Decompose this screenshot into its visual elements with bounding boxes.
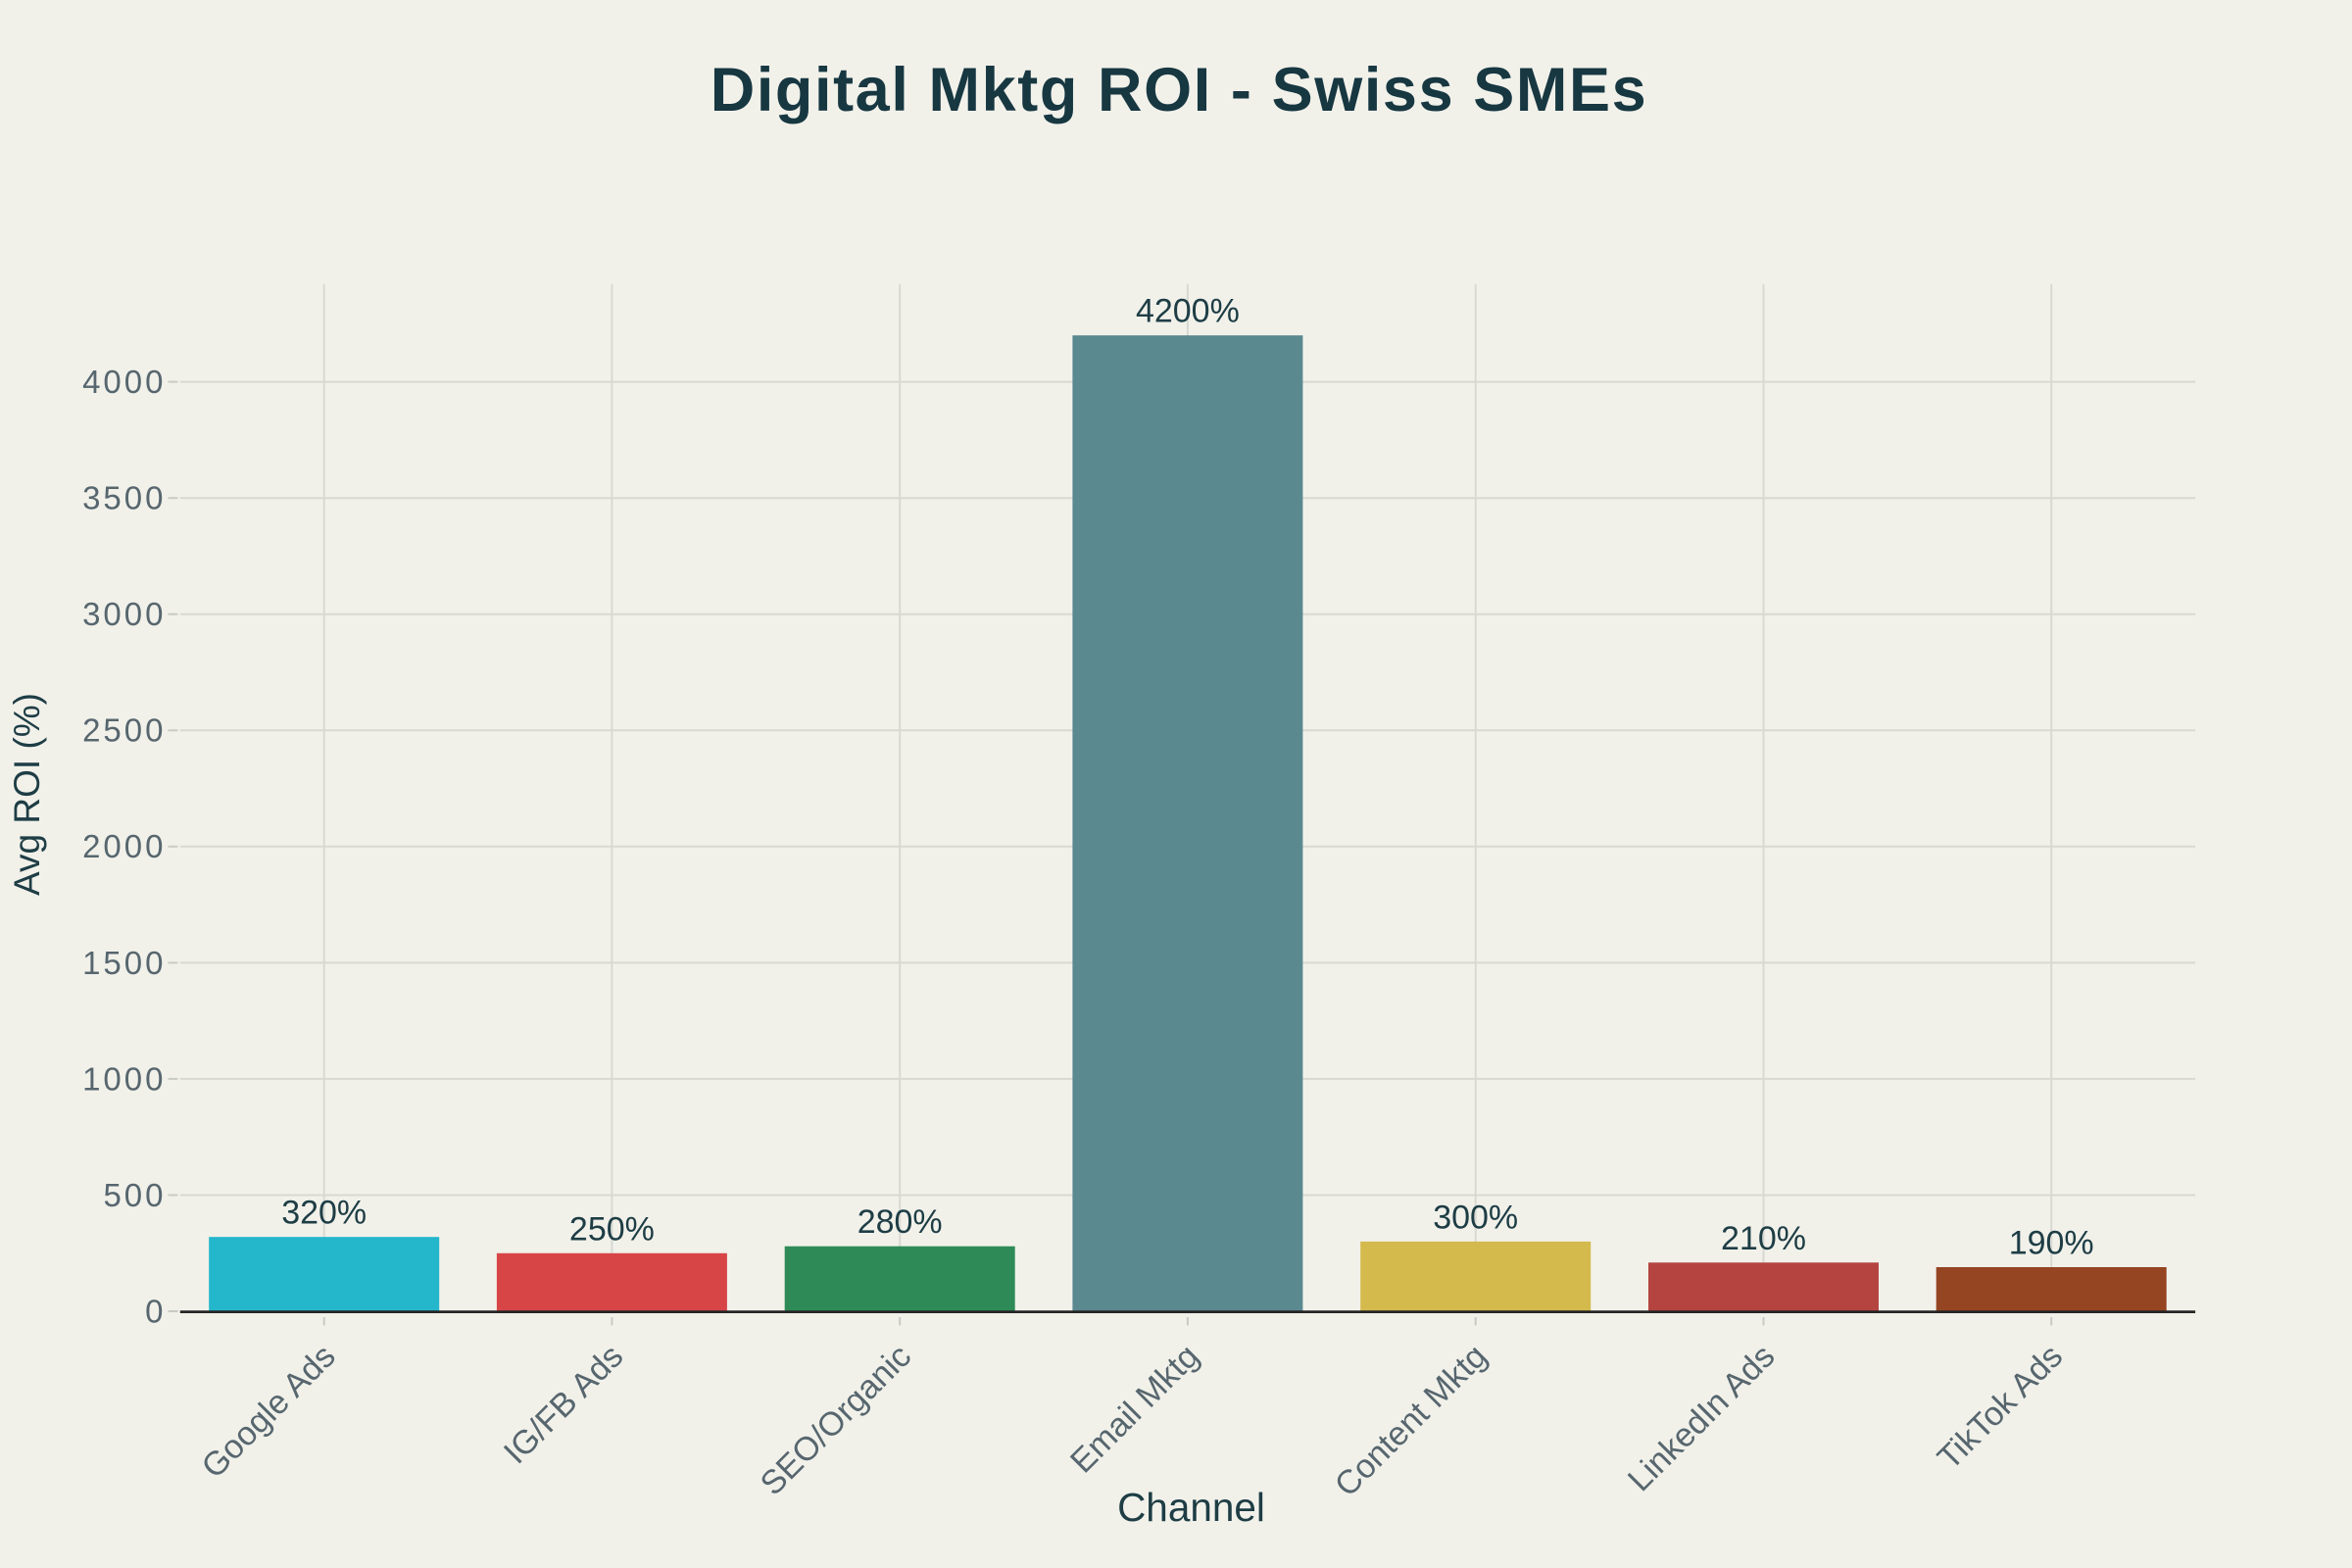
svg-text:2500: 2500 bbox=[82, 712, 166, 749]
svg-text:0: 0 bbox=[145, 1294, 166, 1330]
svg-text:1500: 1500 bbox=[82, 945, 166, 981]
svg-text:3000: 3000 bbox=[82, 596, 166, 632]
svg-text:Channel: Channel bbox=[1117, 1485, 1265, 1530]
svg-text:2000: 2000 bbox=[82, 828, 166, 864]
svg-text:1000: 1000 bbox=[82, 1060, 166, 1097]
svg-text:500: 500 bbox=[103, 1177, 166, 1213]
svg-text:3500: 3500 bbox=[82, 480, 166, 516]
svg-text:320%: 320% bbox=[281, 1195, 367, 1232]
svg-text:Avg ROI (%): Avg ROI (%) bbox=[7, 693, 47, 896]
svg-text:280%: 280% bbox=[858, 1203, 943, 1241]
svg-text:4200%: 4200% bbox=[1136, 293, 1240, 330]
svg-text:Digital Mktg ROI - Swiss SMEs: Digital Mktg ROI - Swiss SMEs bbox=[710, 56, 1648, 124]
svg-text:250%: 250% bbox=[569, 1210, 655, 1248]
svg-text:4000: 4000 bbox=[82, 364, 166, 400]
svg-text:210%: 210% bbox=[1721, 1220, 1806, 1257]
svg-text:300%: 300% bbox=[1433, 1199, 1518, 1236]
svg-text:190%: 190% bbox=[2009, 1225, 2094, 1262]
